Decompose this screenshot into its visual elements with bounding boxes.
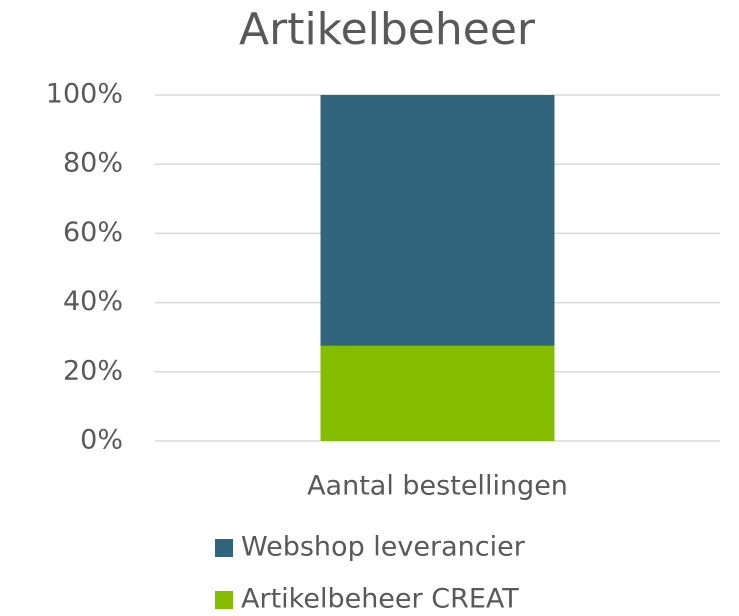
y-tick-label: 60% — [63, 217, 123, 248]
legend-swatch — [215, 591, 233, 609]
y-tick-label: 40% — [63, 286, 123, 317]
y-tick-label: 80% — [63, 148, 123, 179]
legend-label: Artikelbeheer CREAT — [241, 584, 519, 615]
legend-swatch — [215, 539, 233, 557]
bar-segment — [320, 345, 555, 441]
chart-title: Artikelbeheer — [239, 4, 536, 55]
x-tick-label: Aantal bestellingen — [307, 471, 568, 502]
bar-segment — [320, 95, 555, 346]
y-tick-label: 100% — [46, 79, 123, 110]
y-tick-label: 0% — [80, 425, 123, 456]
y-tick-label: 20% — [63, 355, 123, 386]
legend-label: Webshop leverancier — [241, 532, 526, 563]
